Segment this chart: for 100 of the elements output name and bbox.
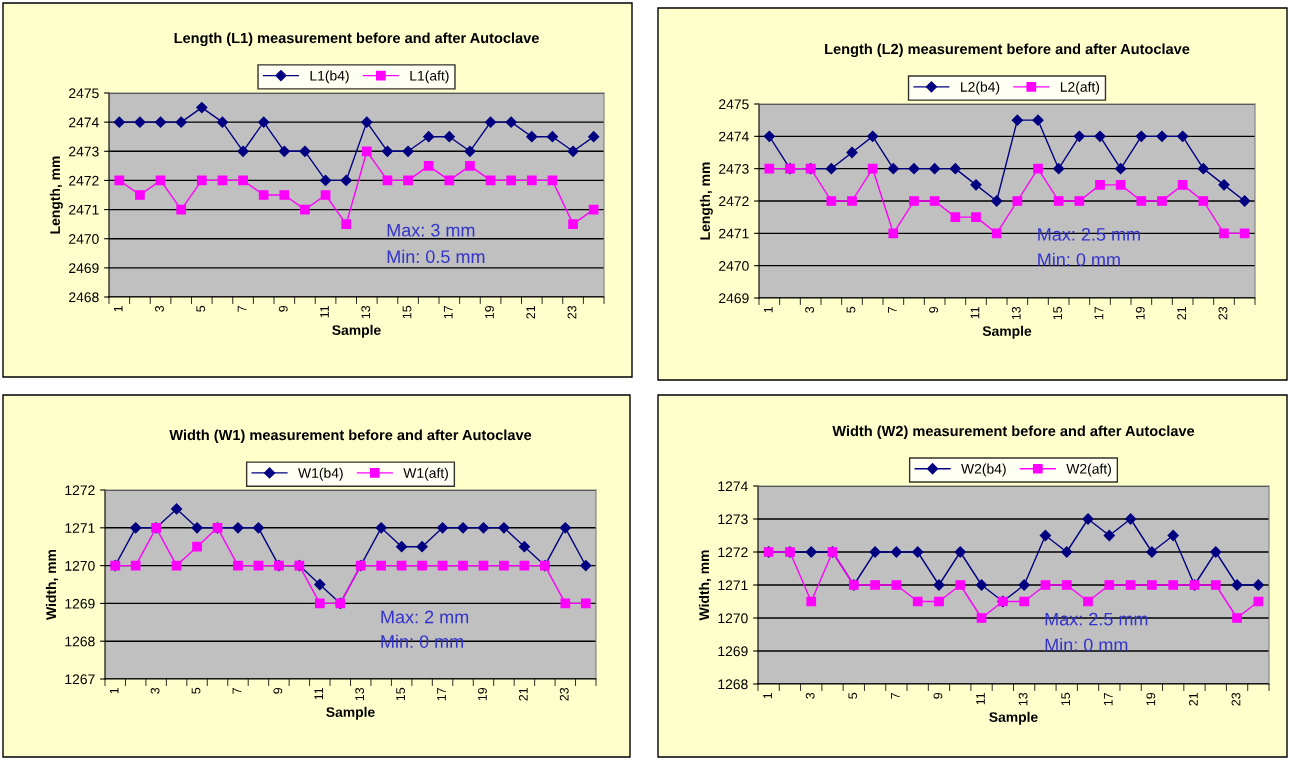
point xyxy=(568,219,578,230)
y-tick-label: 1270 xyxy=(65,560,95,571)
point xyxy=(1115,163,1127,175)
point xyxy=(232,522,244,534)
point xyxy=(1039,529,1052,542)
point xyxy=(154,116,167,128)
point xyxy=(423,131,435,143)
y-tick-label: 2475 xyxy=(719,99,749,110)
annotation: Min: 0 mm xyxy=(1038,252,1120,266)
point xyxy=(949,163,961,175)
x-tick-label: 7 xyxy=(891,692,900,699)
x-tick-label: 11 xyxy=(314,687,324,700)
x-tick-label: 9 xyxy=(278,305,288,312)
point xyxy=(567,145,579,157)
point xyxy=(1210,546,1222,558)
point xyxy=(929,196,940,206)
point xyxy=(1125,580,1136,590)
point xyxy=(1073,130,1085,142)
x-tick-label: 9 xyxy=(929,306,939,313)
point xyxy=(196,175,207,186)
point xyxy=(465,160,475,171)
point xyxy=(436,522,449,534)
point xyxy=(1011,114,1023,126)
legend-label: L1(aft) xyxy=(410,70,449,84)
point xyxy=(991,228,1002,239)
point xyxy=(381,145,394,157)
point xyxy=(175,116,187,128)
point xyxy=(130,522,142,534)
point xyxy=(319,174,332,187)
point xyxy=(912,596,923,607)
chart-title: Length (L2) measurement before and after Autoclave xyxy=(825,43,1190,58)
annotation: Max: 2 mm xyxy=(381,610,469,624)
point xyxy=(196,101,208,114)
y-tick-label: 2468 xyxy=(69,292,99,303)
point xyxy=(1218,179,1230,191)
point xyxy=(1197,163,1209,175)
point xyxy=(887,163,899,175)
x-tick-label: 15 xyxy=(396,687,405,701)
point xyxy=(580,598,591,609)
legend-label: W1(b4) xyxy=(298,467,343,481)
y-axis-title: Width, mm xyxy=(698,550,712,621)
chart-title: Width (W2) measurement before and after Autoclave xyxy=(832,425,1195,440)
x-tick-label: 5 xyxy=(848,692,858,699)
legend-label: L2(b4) xyxy=(961,81,1000,95)
point xyxy=(1232,613,1242,623)
point xyxy=(1177,130,1189,142)
x-tick-label: 7 xyxy=(237,305,247,312)
y-tick-label: 1274 xyxy=(718,481,748,492)
x-tick-label: 17 xyxy=(1103,692,1113,706)
point xyxy=(1219,228,1229,239)
x-tick-label: 5 xyxy=(196,305,206,312)
x-tick-label: 1 xyxy=(763,692,772,699)
point xyxy=(477,522,490,534)
point xyxy=(1239,195,1251,207)
y-tick-label: 2470 xyxy=(69,234,99,244)
point xyxy=(464,145,476,157)
point xyxy=(114,175,125,186)
x-tick-label: 19 xyxy=(1146,692,1156,706)
y-tick-label: 2472 xyxy=(69,175,99,186)
x-tick-label: 7 xyxy=(232,687,242,694)
x-tick-label: 17 xyxy=(437,687,446,701)
legend-label: L2(aft) xyxy=(1060,81,1100,95)
y-axis-title: Width, mm xyxy=(45,549,59,620)
point xyxy=(416,541,428,553)
y-tick-label: 1268 xyxy=(65,636,95,647)
point xyxy=(258,116,270,128)
point xyxy=(588,131,600,143)
point xyxy=(546,131,559,143)
point xyxy=(1253,596,1264,607)
y-tick-label: 1267 xyxy=(65,674,95,685)
point xyxy=(1083,596,1093,607)
y-tick-label: 2469 xyxy=(69,263,99,274)
point xyxy=(1146,546,1158,558)
point xyxy=(846,146,858,159)
point xyxy=(559,522,571,534)
point xyxy=(847,196,857,206)
point xyxy=(252,522,265,534)
point xyxy=(1033,163,1043,174)
y-tick-label: 1272 xyxy=(65,485,95,496)
point xyxy=(314,578,326,591)
y-tick-label: 2475 xyxy=(69,88,99,99)
point xyxy=(1074,196,1085,206)
point xyxy=(1115,179,1126,190)
point xyxy=(1252,579,1264,591)
y-tick-label: 2473 xyxy=(719,164,749,174)
x-axis-title: Sample xyxy=(982,325,1032,339)
x-tick-label: 1 xyxy=(763,306,773,313)
point xyxy=(341,219,352,230)
point xyxy=(1019,596,1030,607)
x-axis-title: Sample xyxy=(989,711,1038,725)
x-tick-label: 3 xyxy=(150,687,160,694)
point xyxy=(1095,179,1105,190)
point xyxy=(976,613,987,623)
point xyxy=(238,175,248,186)
point xyxy=(233,560,243,571)
x-tick-label: 15 xyxy=(1053,306,1063,320)
y-tick-label: 1271 xyxy=(718,580,748,591)
point xyxy=(402,145,414,157)
point xyxy=(458,560,468,571)
x-tick-label: 7 xyxy=(887,306,897,313)
